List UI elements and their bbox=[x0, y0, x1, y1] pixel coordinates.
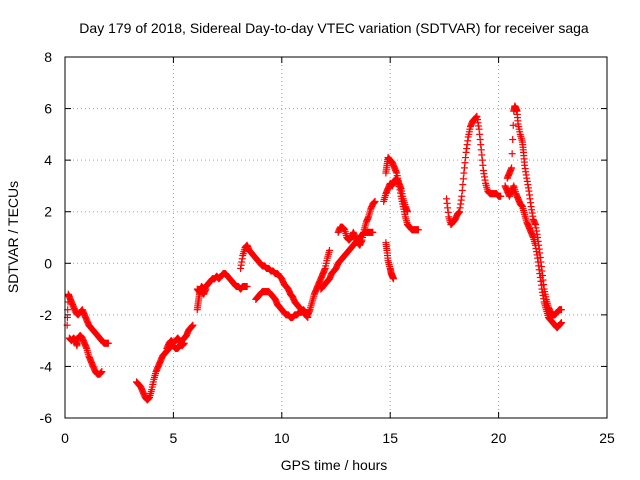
x-tick-label: 15 bbox=[382, 430, 398, 446]
data-point bbox=[508, 164, 516, 172]
data-point bbox=[98, 368, 106, 376]
y-axis-label: SDTVAR / TECUs bbox=[5, 181, 21, 293]
y-tick-label: 6 bbox=[44, 101, 52, 117]
gridlines bbox=[65, 57, 607, 418]
data-point bbox=[180, 339, 188, 347]
x-tick-label: 10 bbox=[274, 430, 290, 446]
plot-frame bbox=[64, 56, 608, 419]
x-tick-label: 5 bbox=[170, 430, 178, 446]
x-tick-label: 20 bbox=[491, 430, 507, 446]
data-point bbox=[404, 208, 412, 216]
data-point bbox=[243, 282, 251, 290]
x-tick-label: 25 bbox=[599, 430, 615, 446]
data-point bbox=[509, 136, 517, 144]
y-tick-label: 4 bbox=[44, 152, 52, 168]
data-point bbox=[557, 306, 565, 314]
data-point bbox=[104, 339, 112, 347]
data-point bbox=[325, 246, 333, 254]
x-tick-label: 0 bbox=[61, 430, 69, 446]
chart-title: Day 179 of 2018, Sidereal Day-to-day VTE… bbox=[79, 20, 589, 36]
data-point bbox=[189, 321, 197, 329]
axis-ticks: 0 5 10 15 20 25 -6 -4 -2 0 2 4 6 8 bbox=[40, 49, 615, 446]
data-point bbox=[508, 150, 516, 158]
y-tick-label: -6 bbox=[40, 410, 53, 426]
data-point bbox=[414, 226, 422, 234]
x-axis-label: GPS time / hours bbox=[281, 457, 388, 473]
data-point bbox=[369, 228, 377, 236]
data-point bbox=[202, 285, 210, 293]
y-tick-label: 2 bbox=[44, 204, 52, 220]
y-tick-label: 0 bbox=[44, 255, 52, 271]
data-point bbox=[371, 197, 379, 205]
data-point bbox=[389, 275, 397, 283]
y-tick-label: -4 bbox=[40, 358, 53, 374]
y-tick-label: 8 bbox=[44, 49, 52, 65]
data-point bbox=[497, 192, 505, 200]
data-points bbox=[63, 102, 565, 404]
data-point bbox=[557, 319, 565, 327]
y-tick-label: -2 bbox=[40, 307, 53, 323]
data-point bbox=[509, 121, 517, 129]
